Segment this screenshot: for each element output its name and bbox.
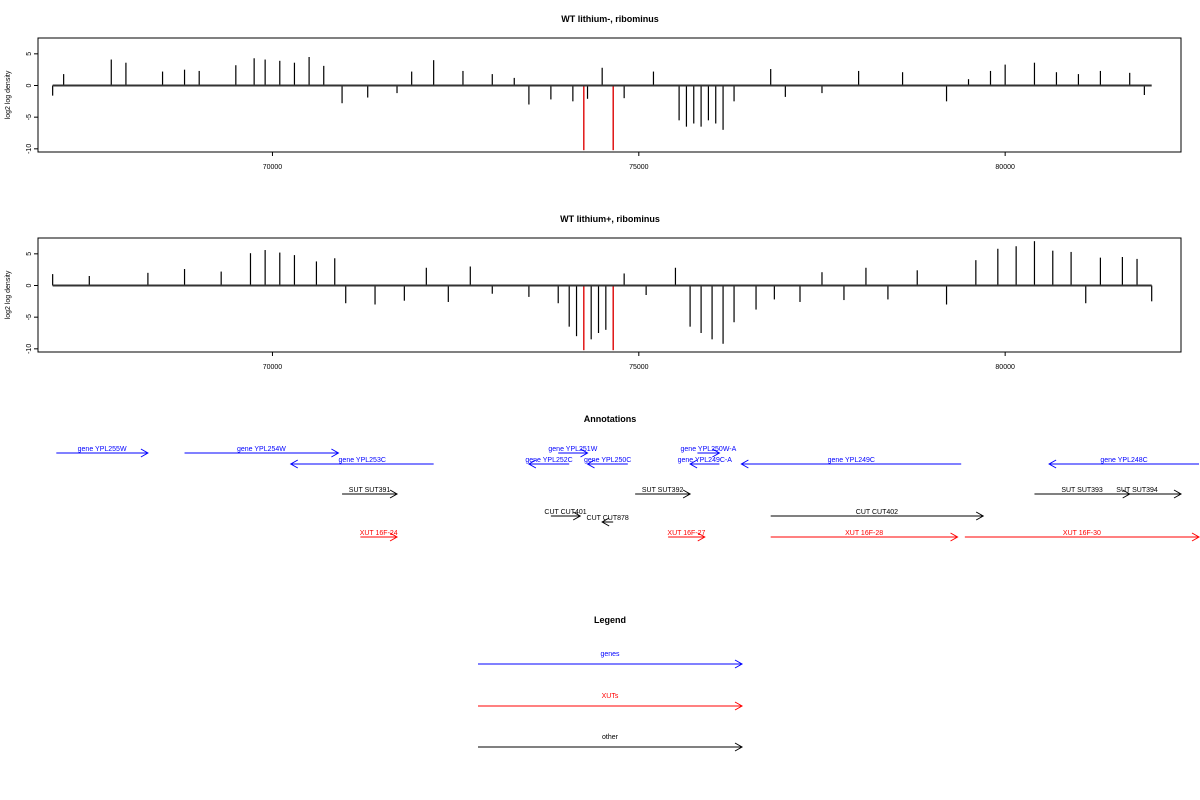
feature-arrow	[668, 532, 706, 542]
track-panel-lithium-plus: WT lithium+, ribominus log2 log density …	[5, 214, 1182, 371]
feature-arrow	[184, 448, 340, 458]
feature-label: gene YPL250W-A	[681, 446, 737, 453]
panel-title-lithium-minus: WT lithium-, ribominus	[561, 14, 659, 24]
feature-label: CUT CUT402	[856, 509, 898, 516]
feature-label: SUT SUT391	[349, 487, 391, 494]
feature-label: SUT SUT393	[1061, 487, 1103, 494]
y-tick-label: 5	[26, 52, 33, 56]
feature-label: gene YPL250C	[584, 457, 631, 464]
feature-label: XUT 16F-27	[667, 530, 705, 537]
panel-title-lithium-plus: WT lithium+, ribominus	[560, 214, 660, 224]
y-tick-label: -10	[26, 344, 33, 354]
plot-area-lithium-plus: 5 0 -5 -10 70000 75000 80000	[26, 237, 1182, 371]
y-tick-label: -5	[26, 314, 33, 320]
feature-arrow	[1093, 489, 1183, 499]
feature-label: gene YPL253C	[339, 457, 386, 464]
feature-arrow	[289, 459, 434, 469]
feature-arrow	[770, 511, 985, 521]
legend-arrow-other	[478, 742, 744, 752]
feature-arrow	[550, 511, 582, 521]
x-tick-label: 75000	[629, 364, 649, 371]
y-tick-label: 5	[26, 252, 33, 256]
feature-label: CUT CUT401	[544, 509, 586, 516]
feature-label: gene YPL254W	[237, 446, 286, 453]
feature-label: gene YPL252C	[525, 457, 572, 464]
feature-label: gene YPL255W	[78, 446, 127, 453]
legend-arrow-gene	[478, 659, 744, 669]
feature-arrow	[527, 459, 570, 469]
annotations-title: Annotations	[584, 414, 637, 424]
x-tick-label: 70000	[263, 164, 283, 171]
feature-label: gene YPL249C-A	[678, 457, 733, 464]
feature-arrow	[635, 489, 692, 499]
feature-label: gene YPL248C	[1100, 457, 1147, 464]
annotation-features: gene YPL255W gene YPL254W gene YPL253C gene…	[56, 446, 1200, 542]
x-tick-label: 80000	[995, 164, 1015, 171]
y-tick-label: 0	[26, 83, 33, 87]
y-axis-label-lithium-minus: log2 log density	[5, 70, 12, 119]
feature-arrow	[689, 459, 720, 469]
feature-label: gene YPL251W	[548, 446, 597, 453]
feature-label: SUT SUT394	[1116, 487, 1158, 494]
feature-arrow	[601, 517, 614, 527]
legend-panel: Legend genes XUTs other	[478, 615, 744, 752]
legend-label-other: other	[602, 734, 619, 741]
feature-label: XUT 16F-24	[360, 530, 398, 537]
legend-label-xut: XUTs	[602, 693, 619, 700]
y-tick-label: -5	[26, 114, 33, 120]
feature-arrow	[558, 448, 589, 458]
legend-label-gene: genes	[600, 651, 620, 658]
feature-label: CUT CUT878	[587, 515, 629, 522]
legend-items: genes XUTs other	[478, 651, 744, 752]
x-tick-label: 70000	[263, 364, 283, 371]
feature-arrow	[360, 532, 399, 542]
plot-frame	[37, 37, 1182, 153]
y-tick-label: -10	[26, 144, 33, 154]
x-tick-label: 80000	[995, 364, 1015, 371]
track-panel-lithium-minus: WT lithium-, ribominus log2 log density …	[5, 14, 1182, 171]
y-axis-label-lithium-plus: log2 log density	[5, 270, 12, 319]
feature-label: XUT 16F-28	[845, 530, 883, 537]
feature-label: SUT SUT392	[642, 487, 684, 494]
feature-arrow	[56, 448, 149, 458]
feature-arrow	[342, 489, 399, 499]
legend-arrow-xut	[478, 701, 744, 711]
feature-label: gene YPL249C	[828, 457, 875, 464]
y-tick-label: 0	[26, 283, 33, 287]
plot-frame	[37, 237, 1182, 353]
plot-area-lithium-minus: 5 0 -5 -10 70000 75000 80000	[26, 37, 1182, 171]
feature-arrow	[586, 459, 628, 469]
annotations-panel: Annotations gene YPL255W gene YPL254Wgene…	[56, 414, 1200, 542]
feature-arrow	[740, 459, 962, 469]
x-tick-label: 75000	[629, 164, 649, 171]
feature-arrow	[697, 448, 721, 458]
legend-title: Legend	[594, 615, 626, 625]
feature-arrow	[1048, 459, 1199, 469]
feature-label: XUT 16F-30	[1063, 530, 1101, 537]
feature-arrow	[964, 532, 1200, 542]
feature-arrow	[770, 532, 959, 542]
